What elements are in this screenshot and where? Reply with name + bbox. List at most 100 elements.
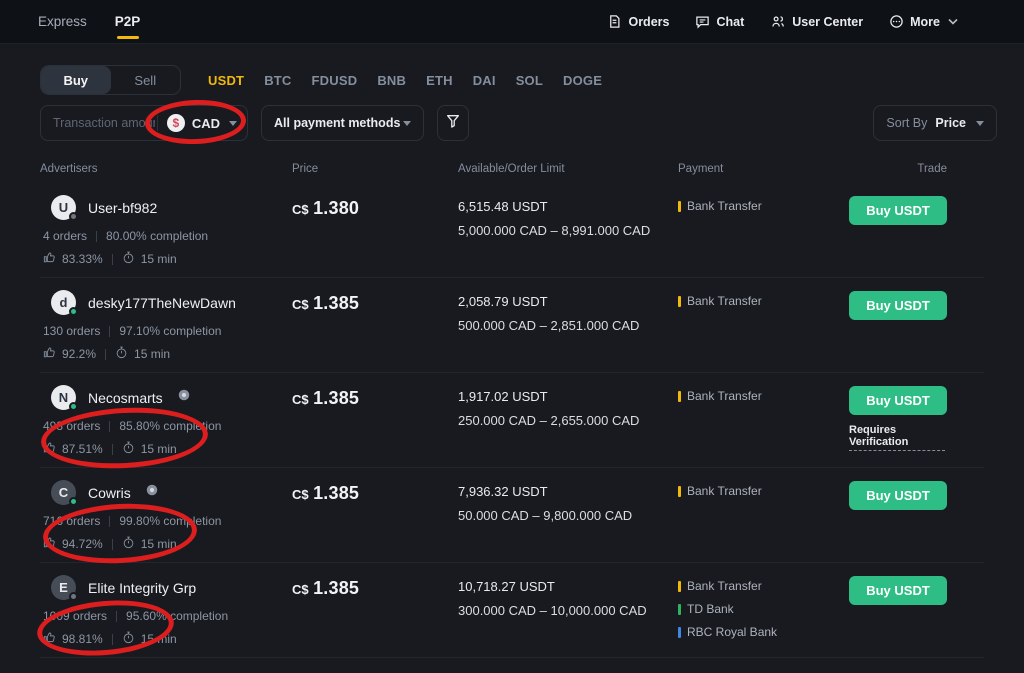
orders-link[interactable]: Orders	[607, 14, 669, 29]
asset-tab-doge[interactable]: DOGE	[563, 72, 603, 88]
payment-method-label: Bank Transfer	[687, 579, 762, 593]
user-center-link[interactable]: User Center	[770, 14, 863, 29]
asset-tab-fdusd[interactable]: FDUSD	[311, 72, 358, 88]
table-row: U User-bf982 4 orders 80.00% completion …	[40, 183, 984, 278]
timer-clock-icon	[122, 441, 135, 457]
payment-cell: Bank Transfer	[678, 294, 849, 372]
buy-toggle-button[interactable]: Buy	[41, 66, 111, 94]
transaction-amount-group: $ CAD	[40, 105, 248, 141]
trade-cell: Buy USDT	[849, 563, 984, 657]
avatar: E	[51, 575, 78, 601]
table-row: d desky177TheNewDawn 130 orders 97.10% c…	[40, 278, 984, 373]
release-time: 15 min	[134, 347, 171, 361]
completion-rate: 99.80% completion	[119, 514, 222, 528]
verified-merchant-badge-icon	[145, 483, 159, 502]
thumbs-up-icon	[43, 441, 56, 457]
asset-tab-sol[interactable]: SOL	[515, 72, 544, 88]
divider	[156, 115, 158, 131]
col-price: Price	[292, 163, 319, 175]
completion-rate: 80.00% completion	[106, 229, 209, 243]
payment-method-label: TD Bank	[687, 602, 734, 616]
funnel-filter-icon	[445, 113, 461, 134]
buy-usdt-button[interactable]: Buy USDT	[849, 291, 947, 320]
online-status-dot	[69, 307, 78, 316]
payment-method: TD Bank	[678, 602, 849, 616]
chat-label: Chat	[716, 14, 745, 29]
orders-label: Orders	[628, 14, 670, 29]
asset-tab-dai[interactable]: DAI	[472, 72, 496, 88]
verified-merchant-badge-icon	[177, 388, 191, 407]
payment-method-label: Bank Transfer	[687, 199, 762, 213]
asset-tab-btc[interactable]: BTC	[264, 72, 292, 88]
sort-by-select[interactable]: Sort By Price	[873, 105, 997, 141]
price-currency: C$	[292, 392, 309, 407]
advertiser-name[interactable]: Elite Integrity Grp	[88, 579, 197, 596]
timer-clock-icon	[115, 346, 128, 362]
available-cell: 1,917.02 USDT 250.000 CAD – 2,655.000 CA…	[458, 389, 678, 467]
advanced-filter-button[interactable]	[437, 105, 469, 141]
fiat-currency-select[interactable]: $ CAD	[166, 114, 237, 132]
trade-cell: Buy USDT	[849, 183, 984, 277]
order-limit: 250.000 CAD – 2,655.000 CAD	[458, 413, 640, 428]
available-amount: 1,917.02 USDT	[458, 389, 548, 404]
payment-method: Bank Transfer	[678, 389, 849, 403]
advertiser-name[interactable]: Necosmarts	[88, 389, 163, 406]
divider	[111, 253, 113, 265]
sort-by-label: Sort By	[886, 116, 928, 130]
trade-cell: Buy USDT	[849, 278, 984, 372]
available-cell: 10,718.27 USDT 300.000 CAD – 10,000.000 …	[458, 579, 678, 657]
price-cell: C$ 1.385	[292, 578, 458, 657]
completion-rate: 95.60% completion	[126, 609, 229, 623]
fiat-coin-icon: $	[166, 114, 185, 132]
order-limit: 5,000.000 CAD – 8,991.000 CAD	[458, 223, 651, 238]
asset-tab-eth[interactable]: ETH	[426, 72, 453, 88]
positive-rate: 87.51%	[62, 442, 103, 456]
market-controls: Buy Sell USDT BTC FDUSD BNB ETH DAI SOL …	[40, 65, 984, 95]
fiat-currency-value: CAD	[191, 115, 220, 131]
payment-color-bar	[678, 580, 681, 592]
payment-cell: Bank Transfer	[678, 484, 849, 562]
buy-usdt-button[interactable]: Buy USDT	[849, 386, 947, 415]
available-cell: 2,058.79 USDT 500.000 CAD – 2,851.000 CA…	[458, 294, 678, 372]
table-row: E Elite Integrity Grp 1009 orders 95.60%…	[40, 563, 984, 658]
advertiser-name[interactable]: User-bf982	[88, 199, 158, 216]
payment-methods-select[interactable]: All payment methods	[261, 105, 424, 141]
user-center-icon	[770, 14, 786, 29]
available-cell: 7,936.32 USDT 50.000 CAD – 9,800.000 CAD	[458, 484, 678, 562]
buy-usdt-button[interactable]: Buy USDT	[849, 196, 947, 225]
price-value: 1.380	[313, 198, 360, 218]
timer-clock-icon	[122, 631, 135, 647]
chevron-down-icon	[976, 120, 984, 126]
table-row: C Cowris 716 orders 99.80% completion	[40, 468, 984, 563]
buy-usdt-button[interactable]: Buy USDT	[849, 576, 947, 605]
available-amount: 6,515.48 USDT	[458, 199, 548, 214]
advertiser-name[interactable]: Cowris	[88, 484, 131, 501]
avatar-initial: E	[59, 580, 68, 595]
col-payment: Payment	[678, 163, 724, 175]
asset-tab-usdt[interactable]: USDT	[208, 72, 245, 88]
tab-p2p[interactable]: P2P	[115, 1, 140, 42]
more-menu[interactable]: More	[889, 14, 958, 29]
thumbs-up-icon	[43, 346, 56, 362]
orders-count: 716 orders	[43, 514, 101, 528]
tab-express[interactable]: Express	[38, 14, 87, 29]
payment-cell: Bank Transfer TD Bank RBC Royal Bank	[678, 579, 849, 657]
thumbs-up-icon	[43, 251, 56, 267]
chat-link[interactable]: Chat	[695, 14, 744, 29]
requires-verification-link[interactable]: Requires Verification	[849, 424, 945, 451]
offline-status-dot	[69, 592, 78, 601]
price-value: 1.385	[313, 388, 360, 408]
release-time: 15 min	[140, 632, 177, 646]
price-value: 1.385	[313, 578, 360, 598]
available-amount: 7,936.32 USDT	[458, 484, 548, 499]
chevron-down-icon	[948, 18, 958, 25]
transaction-amount-input[interactable]	[53, 116, 155, 130]
trade-cell: Buy USDT	[849, 468, 984, 562]
buy-usdt-button[interactable]: Buy USDT	[849, 481, 947, 510]
asset-tab-bnb[interactable]: BNB	[377, 72, 407, 88]
advertiser-name[interactable]: desky177TheNewDawn	[88, 294, 236, 311]
user-center-label: User Center	[792, 14, 864, 29]
price-currency: C$	[292, 487, 309, 502]
sell-toggle-button[interactable]: Sell	[134, 72, 157, 88]
